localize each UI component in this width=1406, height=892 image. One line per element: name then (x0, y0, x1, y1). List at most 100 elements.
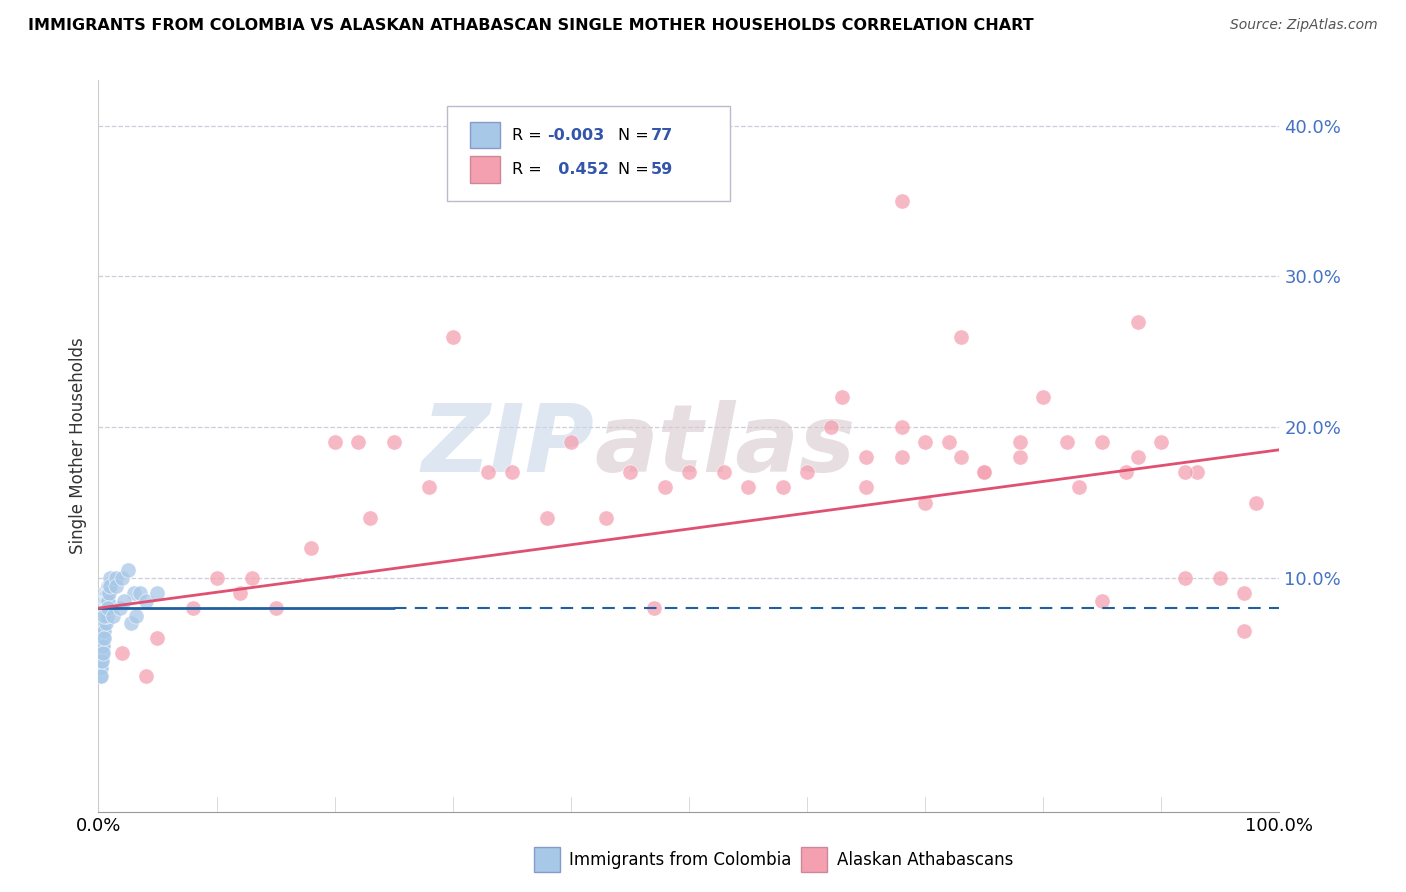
Point (146, 586, 169, 600)
Point (938, 435, 960, 450)
Text: ZIP: ZIP (422, 400, 595, 492)
Point (91, 624, 114, 638)
Point (1185, 466, 1208, 480)
Point (382, 435, 405, 450)
Point (949, 329, 972, 343)
Point (91, 601, 114, 615)
Point (1032, 390, 1054, 404)
Point (643, 601, 665, 615)
Point (1126, 450, 1149, 465)
Point (91, 624, 114, 638)
Point (112, 593, 135, 607)
Point (89, 669, 111, 683)
Text: R =: R = (512, 162, 547, 177)
Point (94, 586, 117, 600)
Point (98, 578, 121, 592)
Point (831, 390, 853, 404)
Point (96, 586, 118, 600)
FancyBboxPatch shape (471, 122, 501, 148)
Text: Alaskan Athabascans: Alaskan Athabascans (837, 851, 1012, 869)
Point (1233, 586, 1256, 600)
Point (90, 624, 112, 638)
Point (323, 435, 346, 450)
Point (90, 654, 112, 668)
Point (477, 466, 499, 480)
Point (90, 646, 112, 660)
Point (560, 435, 582, 450)
Point (90, 669, 112, 683)
Point (1244, 495, 1267, 509)
Point (105, 578, 128, 592)
Point (90, 639, 112, 653)
Point (90, 616, 112, 631)
Point (94, 593, 117, 607)
Point (973, 466, 995, 480)
Point (654, 480, 676, 494)
Point (1233, 624, 1256, 638)
Point (91, 654, 114, 668)
Point (93, 593, 115, 607)
Point (890, 450, 912, 465)
Point (1209, 571, 1232, 585)
Point (619, 466, 641, 480)
Point (93, 616, 115, 631)
Point (93, 608, 115, 623)
Point (97, 578, 120, 592)
Point (97, 601, 120, 615)
Point (135, 593, 157, 607)
Point (90, 608, 112, 623)
FancyBboxPatch shape (471, 156, 501, 183)
Point (98, 571, 121, 585)
Point (93, 608, 115, 623)
Point (94, 601, 117, 615)
Point (299, 541, 322, 555)
Point (101, 608, 124, 623)
Point (93, 624, 115, 638)
Point (914, 435, 936, 450)
Text: 77: 77 (651, 128, 673, 143)
Point (1067, 480, 1090, 494)
Point (1115, 466, 1137, 480)
Point (1126, 315, 1149, 329)
Point (89, 601, 111, 615)
Point (91, 608, 114, 623)
Point (91, 616, 114, 631)
Point (1008, 435, 1031, 450)
Point (418, 480, 440, 494)
Text: Immigrants from Colombia: Immigrants from Colombia (569, 851, 792, 869)
Point (264, 601, 287, 615)
Text: Source: ZipAtlas.com: Source: ZipAtlas.com (1230, 18, 1378, 32)
Point (97, 586, 120, 600)
Point (91, 632, 114, 646)
Point (441, 329, 464, 343)
Text: N =: N = (619, 162, 654, 177)
Point (108, 601, 131, 615)
Point (96, 593, 118, 607)
Point (90, 601, 112, 615)
Point (713, 466, 735, 480)
Point (89, 646, 111, 660)
Point (501, 466, 523, 480)
Point (820, 420, 842, 434)
Point (111, 646, 134, 660)
Point (949, 450, 972, 465)
Point (89, 654, 111, 668)
Point (94, 608, 117, 623)
Text: -0.003: -0.003 (547, 128, 605, 143)
Point (125, 608, 148, 623)
Point (91, 632, 114, 646)
Point (1174, 571, 1197, 585)
Point (135, 669, 157, 683)
Point (205, 571, 228, 585)
Point (89, 616, 111, 631)
Point (890, 194, 912, 208)
Text: N =: N = (619, 128, 654, 143)
Point (89, 661, 111, 675)
Point (89, 608, 111, 623)
Point (737, 480, 759, 494)
Point (97, 593, 120, 607)
Point (89, 639, 111, 653)
Text: 59: 59 (651, 162, 673, 177)
Point (1091, 435, 1114, 450)
Point (146, 632, 169, 646)
